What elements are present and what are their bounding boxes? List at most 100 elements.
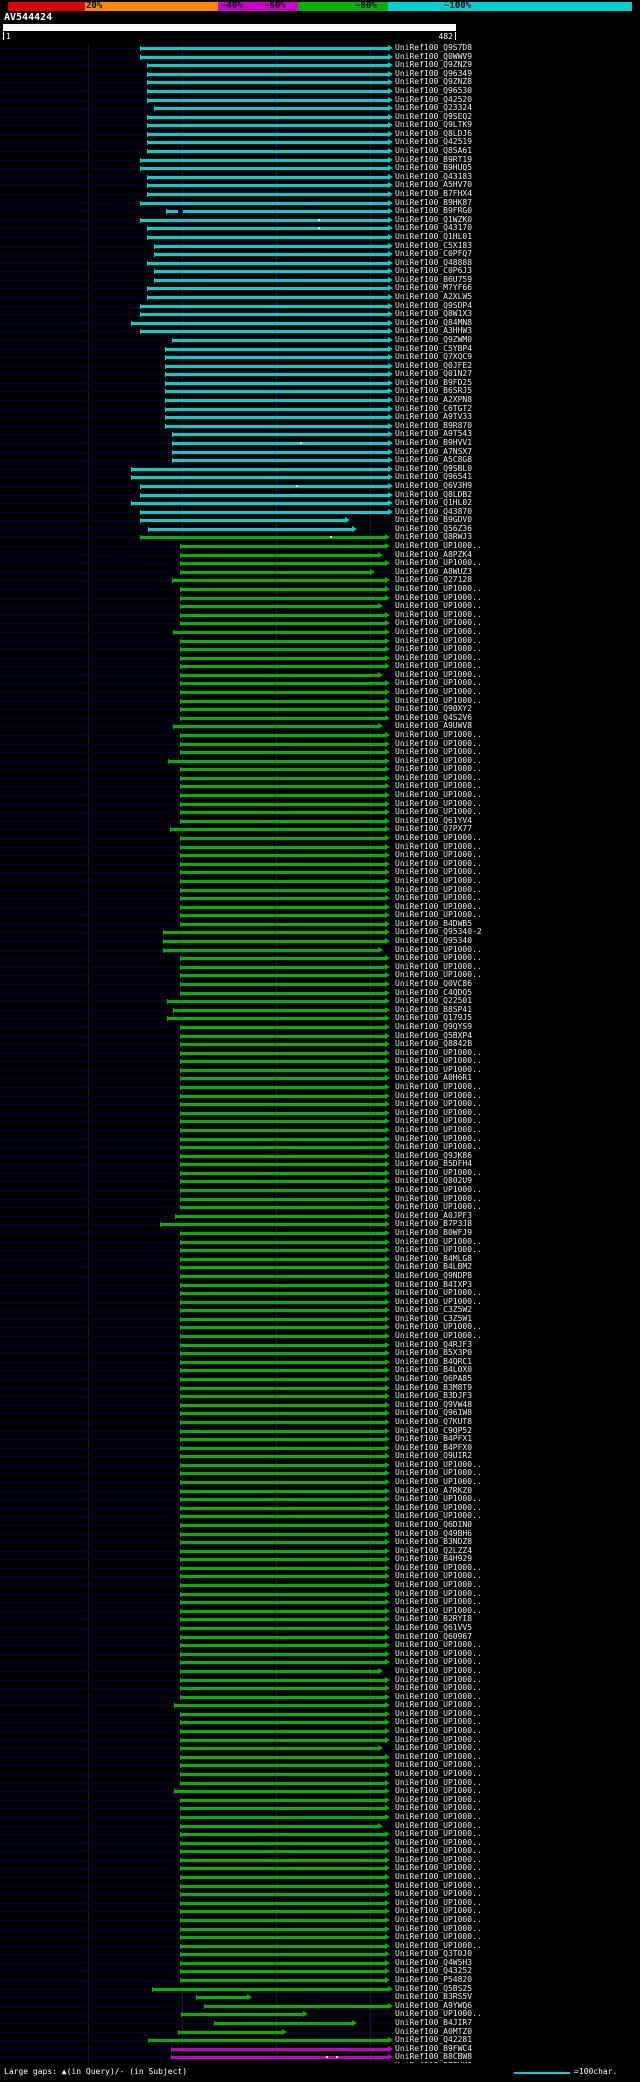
hit-label[interactable]: UniRef100_UP1000..: [395, 1743, 482, 1752]
hit-bar[interactable]: [180, 1979, 385, 1982]
hit-bar[interactable]: [180, 1455, 385, 1458]
hit-label[interactable]: UniRef100_A9T543: [395, 429, 473, 438]
hit-bar[interactable]: [154, 253, 388, 256]
hit-label[interactable]: UniRef100_UP1000..: [395, 953, 482, 962]
hit-bar[interactable]: [180, 923, 385, 926]
hit-bar[interactable]: [180, 1945, 385, 1948]
hit-bar[interactable]: [180, 1077, 385, 1080]
hit-label[interactable]: UniRef100_UP1000..: [395, 661, 482, 670]
hit-bar[interactable]: [180, 777, 385, 780]
hit-label[interactable]: UniRef100_B4MLG8: [395, 1254, 473, 1263]
hit-label[interactable]: UniRef100_Q1HL01: [395, 232, 473, 241]
hit-bar[interactable]: [180, 1387, 385, 1390]
hit-label[interactable]: UniRef100_B4IXP3: [395, 1280, 473, 1289]
hit-label[interactable]: UniRef100_UP1000..: [395, 601, 482, 610]
hit-label[interactable]: UniRef100_B9FRG0: [395, 206, 473, 215]
hit-bar[interactable]: [180, 1395, 385, 1398]
hit-bar[interactable]: [180, 1472, 385, 1475]
hit-bar[interactable]: [180, 1180, 385, 1183]
hit-bar[interactable]: [180, 665, 385, 668]
hit-label[interactable]: UniRef100_B9HUQ5: [395, 163, 473, 172]
hit-label[interactable]: UniRef100_Q95340: [395, 936, 473, 945]
hit-label[interactable]: UniRef100_B4PFX0: [395, 1443, 473, 1452]
hit-label[interactable]: UniRef100_UP1000..: [395, 653, 482, 662]
hit-label[interactable]: UniRef100_Q1HL02: [395, 498, 473, 507]
hit-bar[interactable]: [180, 1129, 385, 1132]
hit-bar[interactable]: [180, 1618, 385, 1621]
hit-label[interactable]: UniRef100_UP1000..: [395, 962, 482, 971]
hit-label[interactable]: UniRef100_UP1000..: [395, 1082, 482, 1091]
hit-bar[interactable]: [180, 674, 378, 677]
hit-bar[interactable]: [165, 408, 388, 411]
hit-label[interactable]: UniRef100_Q8RWJ3: [395, 532, 473, 541]
hit-bar[interactable]: [147, 193, 388, 196]
hit-bar[interactable]: [166, 210, 178, 213]
hit-label[interactable]: UniRef100_UP1000..: [395, 756, 482, 765]
hit-bar[interactable]: [180, 1507, 385, 1510]
hit-bar[interactable]: [180, 1335, 385, 1338]
hit-bar[interactable]: [180, 1575, 385, 1578]
hit-label[interactable]: UniRef100_B7P3J8: [395, 1219, 473, 1228]
hit-label[interactable]: UniRef100_UP1000..: [395, 747, 482, 756]
hit-bar[interactable]: [172, 433, 388, 436]
hit-bar[interactable]: [180, 1593, 385, 1596]
hit-bar[interactable]: [180, 1601, 385, 1604]
hit-bar[interactable]: [147, 262, 388, 265]
hit-bar[interactable]: [180, 1670, 378, 1673]
hit-bar[interactable]: [180, 1318, 385, 1321]
hit-bar[interactable]: [180, 597, 385, 600]
hit-label[interactable]: UniRef100_A2XLW5: [395, 292, 473, 301]
hit-bar[interactable]: [180, 1026, 385, 1029]
hit-bar[interactable]: [180, 854, 385, 857]
hit-bar[interactable]: [180, 1833, 385, 1836]
hit-bar[interactable]: [180, 1378, 385, 1381]
hit-label[interactable]: UniRef100_C3Z5W1: [395, 1314, 473, 1323]
hit-bar[interactable]: [147, 184, 388, 187]
hit-bar[interactable]: [180, 682, 385, 685]
hit-bar[interactable]: [180, 1120, 385, 1123]
hit-bar[interactable]: [174, 1704, 385, 1707]
hit-bar[interactable]: [163, 940, 385, 943]
hit-label[interactable]: UniRef100_UP1000..: [395, 1580, 482, 1589]
hit-label[interactable]: UniRef100_UP1000..: [395, 1760, 482, 1769]
hit-bar[interactable]: [180, 562, 385, 565]
hit-bar[interactable]: [180, 545, 385, 548]
hit-bar[interactable]: [180, 1275, 385, 1278]
hit-bar[interactable]: [180, 1885, 385, 1888]
hit-bar[interactable]: [180, 1928, 385, 1931]
hit-bar[interactable]: [180, 1344, 385, 1347]
hit-bar[interactable]: [180, 1936, 385, 1939]
hit-bar[interactable]: [180, 803, 385, 806]
hit-bar[interactable]: [180, 708, 385, 711]
hit-label[interactable]: UniRef100_Q42281: [395, 2035, 473, 2044]
hit-bar[interactable]: [180, 768, 385, 771]
hit-label[interactable]: UniRef100_UP1000..: [395, 1468, 482, 1477]
hit-bar[interactable]: [180, 717, 385, 720]
hit-bar[interactable]: [168, 760, 385, 763]
hit-label[interactable]: UniRef100_UP1000..: [395, 739, 482, 748]
hit-label[interactable]: UniRef100_Q9ZNZ9: [395, 60, 473, 69]
hit-label[interactable]: UniRef100_UP1000..: [395, 876, 482, 885]
hit-bar[interactable]: [147, 236, 388, 239]
hit-bar[interactable]: [180, 1910, 385, 1913]
hit-label[interactable]: UniRef100_A9YWQ6: [395, 2001, 473, 2010]
hit-bar[interactable]: [172, 451, 388, 454]
hit-bar[interactable]: [180, 1241, 385, 1244]
hit-label[interactable]: UniRef100_Q61YV4: [395, 816, 473, 825]
hit-bar[interactable]: [180, 1301, 385, 1304]
hit-label[interactable]: UniRef100_M7YF66: [395, 283, 473, 292]
hit-label[interactable]: UniRef100_UP1000..: [395, 1056, 482, 1065]
hit-label[interactable]: UniRef100_B3NDZ8: [395, 1537, 473, 1546]
hit-label[interactable]: UniRef100_Q2LZZ4: [395, 1546, 473, 1555]
hit-label[interactable]: UniRef100_Q802U9: [395, 1176, 473, 1185]
hit-label[interactable]: UniRef100_B7FHX4: [395, 189, 473, 198]
hit-bar[interactable]: [180, 1172, 385, 1175]
hit-label[interactable]: UniRef100_Q8W1X3: [395, 309, 473, 318]
hit-bar[interactable]: [140, 202, 388, 205]
hit-label[interactable]: UniRef100_Q43870: [395, 507, 473, 516]
hit-label[interactable]: UniRef100_Q6DIN0: [395, 1520, 473, 1529]
hit-label[interactable]: UniRef100_Q9QYS9: [395, 1022, 473, 1031]
hit-bar[interactable]: [180, 1369, 385, 1372]
hit-label[interactable]: UniRef100_UP1000..: [395, 1142, 482, 1151]
hit-label[interactable]: UniRef100_C9QP52: [395, 1426, 473, 1435]
